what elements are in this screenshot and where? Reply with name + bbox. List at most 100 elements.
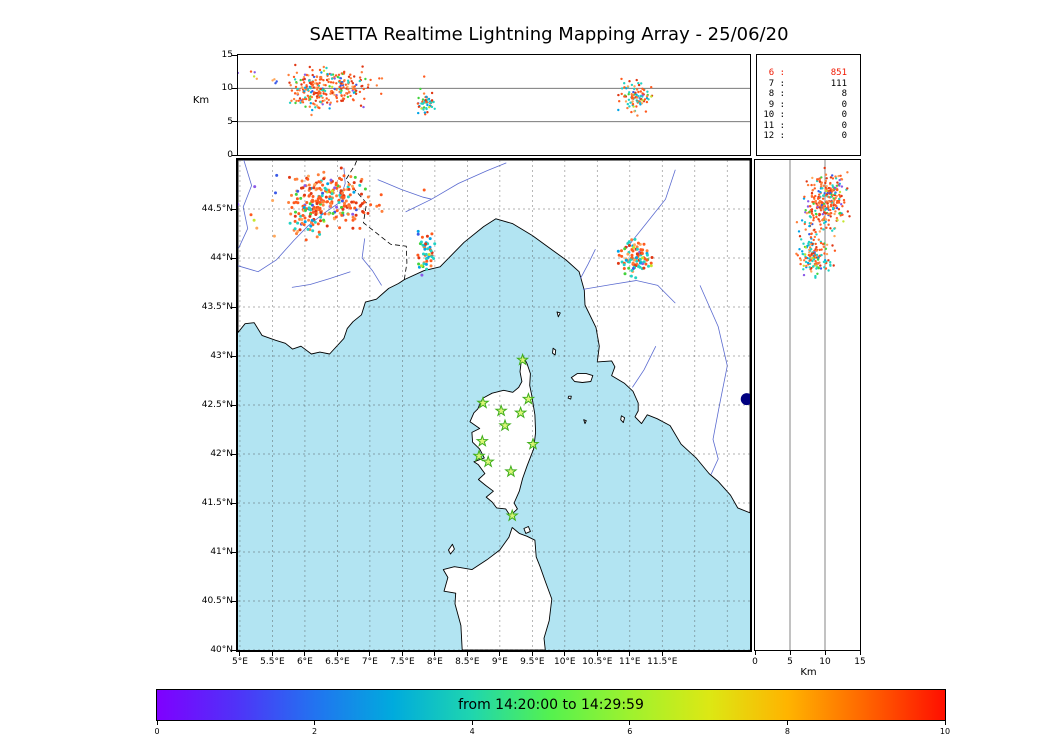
river <box>405 162 507 213</box>
lat-tick-label: 40°N <box>210 645 233 655</box>
count-value: 8 <box>841 89 847 99</box>
landmasses <box>238 160 750 650</box>
tick-mark <box>786 721 788 725</box>
count-level-label: 8 : <box>768 89 785 99</box>
alt-ytick-label: 10 <box>221 83 233 94</box>
navy-dot-marker <box>740 393 750 406</box>
station-star-icon <box>504 464 518 478</box>
altitude-longitude-scatter <box>238 63 750 123</box>
river <box>580 249 596 279</box>
altitude-axis-label-right: Km <box>800 667 817 678</box>
altitude-axis-label-top: Km <box>192 95 210 106</box>
altitude-latitude-scatter <box>789 160 851 650</box>
count-row-6: 6 : 851 <box>757 68 860 79</box>
count-value: 851 <box>830 68 847 78</box>
lon-tick-label: 9.5°E <box>520 657 545 667</box>
tick-mark <box>304 652 306 656</box>
river <box>632 346 657 388</box>
lat-tick-label: 41.5°N <box>201 498 233 508</box>
colorbar-tick-label: 6 <box>627 727 633 736</box>
colorbar-tick-label: 2 <box>312 727 318 736</box>
lat-tick-label: 44°N <box>210 253 233 263</box>
lightning-sources-map <box>238 166 654 280</box>
right-xtick-label: 0 <box>752 657 758 667</box>
time-colorbar: from 14:20:00 to 14:29:59 <box>156 689 946 721</box>
tick-mark <box>629 652 631 656</box>
coastline <box>448 543 455 555</box>
tick-mark <box>156 721 158 725</box>
count-level-label: 10 : <box>763 110 785 120</box>
lon-tick-label: 5.5°E <box>260 657 285 667</box>
station-star-icon <box>526 437 540 450</box>
tick-mark <box>434 652 436 656</box>
station-star-icon <box>476 395 490 409</box>
tick-mark <box>471 721 473 725</box>
count-value: 0 <box>841 99 847 110</box>
count-value: 0 <box>841 110 847 120</box>
tick-mark <box>754 651 756 655</box>
count-value: 0 <box>841 131 847 141</box>
station-star-icon <box>472 448 486 462</box>
map-gridlines <box>238 160 750 650</box>
tick-mark <box>661 652 663 656</box>
coastline <box>523 526 531 534</box>
lat-tick-label: 43°N <box>210 351 233 361</box>
count-value: 111 <box>830 78 847 89</box>
country-borders <box>345 160 408 280</box>
lat-tick-label: 42°N <box>210 449 233 459</box>
count-level-label: 12 : <box>763 131 785 141</box>
lon-tick-label: 6°E <box>296 657 313 667</box>
lon-tick-label: 11.5°E <box>647 657 678 667</box>
count-level-label: 7 : <box>768 78 785 89</box>
coastline <box>583 419 587 425</box>
map-panel <box>236 158 752 652</box>
lon-tick-label: 9°E <box>491 657 508 667</box>
tick-mark <box>564 652 566 656</box>
colorbar-tick-label: 10 <box>939 727 951 736</box>
lon-tick-label: 10°E <box>553 657 576 667</box>
count-row-10: 10 : 0 <box>757 110 860 121</box>
altitude-vs-longitude-panel <box>237 54 751 156</box>
station-star-icon <box>521 392 536 405</box>
lon-tick-label: 11°E <box>618 657 641 667</box>
count-level-label: 11 : <box>763 120 785 131</box>
count-row-11: 11 : 0 <box>757 121 860 132</box>
alt-ytick-label: 15 <box>221 50 233 60</box>
lat-tick-label: 40.5°N <box>201 596 233 606</box>
tick-mark <box>531 652 533 656</box>
count-row-12: 12 : 0 <box>757 131 860 142</box>
tick-mark <box>499 652 501 656</box>
map-canvas <box>238 160 750 650</box>
station-star-icon <box>481 454 495 468</box>
count-value: 0 <box>841 120 847 131</box>
tick-mark <box>596 652 598 656</box>
station-star-icon <box>494 403 508 417</box>
river <box>626 169 676 249</box>
lon-tick-label: 7°E <box>361 657 378 667</box>
count-row-7: 7 : 111 <box>757 79 860 90</box>
tick-mark <box>824 651 826 655</box>
lon-tick-label: 7.5°E <box>390 657 415 667</box>
tick-mark <box>629 721 631 725</box>
tick-mark <box>239 652 241 656</box>
coastline <box>238 160 750 514</box>
tick-mark <box>466 652 468 656</box>
lon-tick-label: 6.5°E <box>325 657 350 667</box>
lat-tick-label: 41°N <box>210 547 233 557</box>
lma-station-markers <box>472 352 540 522</box>
lon-tick-label: 5°E <box>231 657 248 667</box>
figure-title: SAETTA Realtime Lightning Mapping Array … <box>309 24 789 45</box>
river <box>361 238 382 286</box>
coastline <box>620 415 626 424</box>
lightning-sources-alt-lon <box>238 63 654 117</box>
river <box>582 280 676 304</box>
river <box>238 160 253 249</box>
tick-mark <box>789 651 791 655</box>
station-star-icon <box>498 418 512 432</box>
lon-tick-label: 10.5°E <box>582 657 613 667</box>
border-line <box>345 160 408 280</box>
alt-ytick-label: 0 <box>227 150 233 160</box>
colorbar-tick-label: 8 <box>784 727 790 736</box>
coastline <box>552 347 557 356</box>
station-star-icon <box>475 434 489 447</box>
